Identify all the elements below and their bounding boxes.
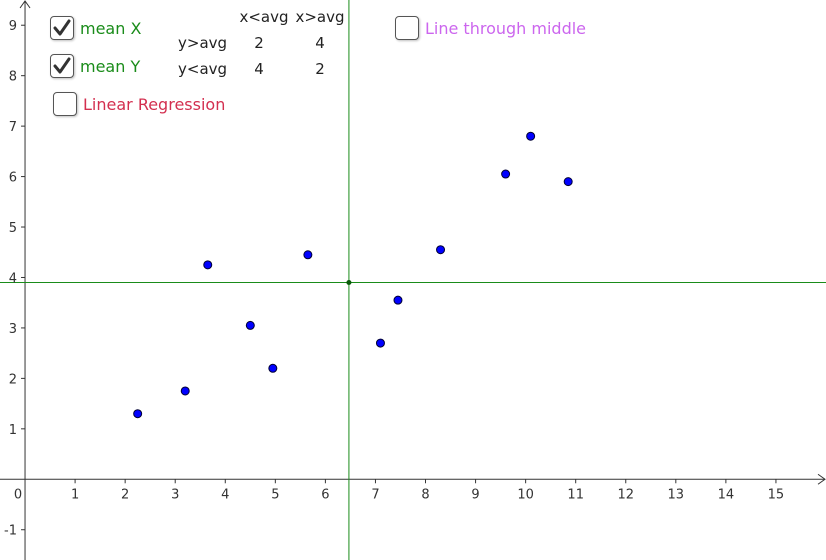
mean-y-label: mean Y — [80, 56, 141, 76]
line-through-middle-toggle[interactable]: Line through middle — [395, 16, 586, 40]
x-tick-label: 9 — [471, 487, 479, 502]
linear-regression-label: Linear Regression — [83, 94, 226, 114]
data-point[interactable] — [436, 245, 446, 255]
table-header: x>avg — [295, 8, 345, 26]
x-tick-label: 15 — [768, 487, 785, 502]
table-cell: 4 — [254, 60, 264, 78]
x-axis-arrow-icon — [817, 473, 826, 485]
data-point[interactable] — [133, 409, 143, 419]
y-tick-label: 7 — [9, 120, 17, 135]
data-points[interactable] — [133, 131, 573, 419]
data-point[interactable] — [303, 250, 313, 260]
data-point[interactable] — [501, 169, 511, 179]
data-point[interactable] — [375, 338, 385, 348]
x-tick-label: 2 — [121, 487, 129, 502]
y-tick-label: -1 — [4, 524, 17, 539]
x-tick-label: 0 — [14, 487, 22, 502]
y-tick-label: 1 — [9, 423, 17, 438]
x-tick-label: 8 — [421, 487, 429, 502]
x-tick-label: 5 — [271, 487, 279, 502]
x-tick-label: 3 — [171, 487, 179, 502]
x-tick-label: 7 — [371, 487, 379, 502]
x-tick-label: 1 — [71, 487, 79, 502]
linear-regression-toggle[interactable]: Linear Regression — [53, 92, 225, 116]
table-row: y<avg 4 2 — [178, 56, 348, 82]
x-tick-label: 14 — [718, 487, 735, 502]
y-tick-label: 9 — [9, 19, 17, 34]
row-label: y<avg — [178, 60, 228, 78]
mean-x-toggle[interactable]: mean X — [50, 16, 141, 40]
table-header: x<avg — [239, 8, 289, 26]
row-label: y>avg — [178, 34, 228, 52]
x-tick-label: 6 — [321, 487, 329, 502]
data-point[interactable] — [393, 295, 403, 305]
mean-y-checkbox[interactable] — [50, 54, 74, 78]
quadrant-count-table: x<avg x>avg y>avg 2 4 y<avg 4 2 — [178, 4, 348, 82]
checkmark-icon — [53, 19, 71, 36]
y-axis-arrow-icon — [19, 0, 31, 9]
table-row: y>avg 2 4 — [178, 30, 348, 56]
data-point[interactable] — [203, 260, 213, 270]
linear-regression-checkbox[interactable] — [53, 92, 77, 116]
data-point[interactable] — [245, 320, 255, 330]
table-cell: 2 — [315, 60, 325, 78]
y-tick-label: 2 — [9, 372, 17, 387]
y-tick-label: 4 — [9, 271, 17, 286]
data-point[interactable] — [268, 363, 278, 373]
mean-point — [346, 280, 352, 286]
x-tick-label: 13 — [668, 487, 685, 502]
y-tick-label: 8 — [9, 70, 17, 85]
x-tick-label: 11 — [567, 487, 584, 502]
x-tick-label: 4 — [221, 487, 229, 502]
mean-x-label: mean X — [80, 18, 142, 38]
x-tick-label: 12 — [617, 487, 634, 502]
data-point[interactable] — [526, 131, 536, 141]
x-tick-label: 10 — [517, 487, 534, 502]
mean-y-toggle[interactable]: mean Y — [50, 54, 140, 78]
checkmark-icon — [53, 57, 71, 74]
y-tick-label: 6 — [9, 171, 17, 186]
table-header-row: x<avg x>avg — [178, 4, 348, 30]
table-cell: 4 — [315, 34, 325, 52]
y-tick-label: 5 — [9, 221, 17, 236]
table-cell: 2 — [254, 34, 264, 52]
data-point[interactable] — [563, 177, 573, 187]
line-through-middle-label: Line through middle — [425, 18, 587, 38]
y-tick-label: 3 — [9, 322, 17, 337]
data-point[interactable] — [180, 386, 190, 396]
line-through-middle-checkbox[interactable] — [395, 16, 419, 40]
mean-x-checkbox[interactable] — [50, 16, 74, 40]
